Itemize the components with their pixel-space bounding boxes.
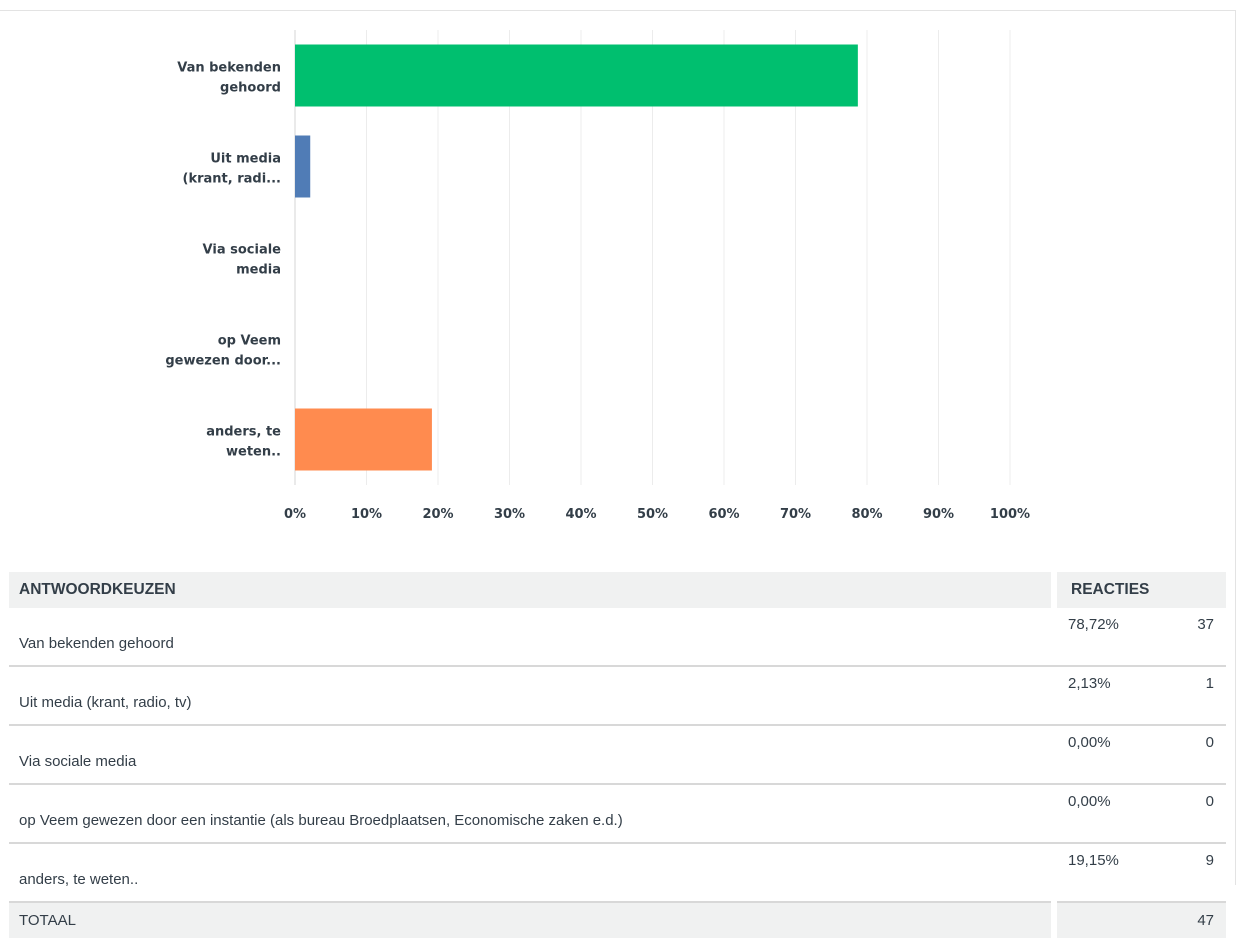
count-cell: 9 — [1166, 843, 1226, 903]
x-tick-label: 100% — [990, 507, 1030, 522]
x-tick-label: 40% — [565, 507, 596, 522]
x-tick-label: 80% — [851, 507, 882, 522]
table-row: op Veem gewezen door een instantie (als … — [9, 784, 1226, 844]
category-label-line: media — [236, 263, 281, 278]
header-choices: ANTWOORDKEUZEN — [9, 572, 1054, 608]
x-tick-label: 10% — [351, 507, 382, 522]
table-row: Van bekenden gehoord 78,72% 37 — [9, 608, 1226, 667]
category-label: op Veem gewezen door... — [165, 334, 281, 369]
table-header: ANTWOORDKEUZEN REACTIES — [9, 572, 1226, 608]
category-label: anders, te weten.. — [206, 425, 281, 460]
chart-grid — [294, 30, 1011, 485]
x-tick-label: 30% — [494, 507, 525, 522]
category-label-line: Van bekenden — [177, 61, 281, 76]
percent-cell: 0,00% — [1054, 784, 1166, 844]
x-axis-ticks: 0% 10% 20% 30% 40% 50% 60% 70% 80% 90% 100% — [284, 507, 1030, 522]
x-tick-label: 20% — [422, 507, 453, 522]
header-responses: REACTIES — [1051, 572, 1226, 608]
category-label: Via sociale media — [203, 243, 282, 278]
choice-cell: Via sociale media — [9, 725, 1054, 785]
category-label: Uit media (krant, radi... — [183, 152, 281, 187]
choice-cell: anders, te weten.. — [9, 843, 1054, 903]
choice-cell: op Veem gewezen door een instantie (als … — [9, 784, 1054, 844]
total-count: 47 — [1166, 902, 1226, 938]
x-tick-label: 70% — [780, 507, 811, 522]
bar — [295, 135, 311, 198]
count-cell: 0 — [1166, 725, 1226, 785]
category-label-line: weten.. — [226, 445, 281, 460]
bar-chart: Van bekenden gehoord Uit media (krant, radi… — [165, 30, 1030, 522]
count-cell: 1 — [1166, 666, 1226, 726]
percent-cell: 0,00% — [1054, 725, 1166, 785]
choice-cell: Van bekenden gehoord — [9, 608, 1054, 667]
survey-results-panel — [0, 10, 1236, 885]
chart-bars — [295, 44, 858, 471]
category-label-line: gewezen door... — [165, 354, 281, 369]
bar — [295, 408, 432, 471]
percent-cell: 78,72% — [1054, 608, 1166, 667]
x-tick-label: 90% — [923, 507, 954, 522]
x-tick-label: 60% — [708, 507, 739, 522]
count-cell: 0 — [1166, 784, 1226, 844]
table-total-row: TOTAAL 47 — [9, 902, 1226, 938]
category-labels: Van bekenden gehoord Uit media (krant, radi… — [165, 61, 281, 460]
category-label-line: Via sociale — [203, 243, 282, 258]
category-label: Van bekenden gehoord — [177, 61, 281, 96]
total-label: TOTAAL — [9, 902, 1054, 938]
category-label-line: anders, te — [206, 425, 281, 440]
x-tick-label: 50% — [637, 507, 668, 522]
category-label-line: gehoord — [220, 81, 281, 96]
category-label-line: Uit media — [210, 152, 281, 167]
category-label-line: op Veem — [218, 334, 281, 349]
count-cell: 37 — [1166, 608, 1226, 667]
total-spacer — [1051, 902, 1166, 938]
table-row: Uit media (krant, radio, tv) 2,13% 1 — [9, 666, 1226, 726]
choice-cell: Uit media (krant, radio, tv) — [9, 666, 1054, 726]
category-label-line: (krant, radi... — [183, 172, 281, 187]
responses-table: ANTWOORDKEUZEN REACTIES Van bekenden geh… — [9, 572, 1226, 938]
x-tick-label: 0% — [284, 507, 306, 522]
percent-cell: 19,15% — [1054, 843, 1166, 903]
bar — [295, 44, 858, 107]
table-row: anders, te weten.. 19,15% 9 — [9, 843, 1226, 903]
table-row: Via sociale media 0,00% 0 — [9, 725, 1226, 785]
percent-cell: 2,13% — [1054, 666, 1166, 726]
